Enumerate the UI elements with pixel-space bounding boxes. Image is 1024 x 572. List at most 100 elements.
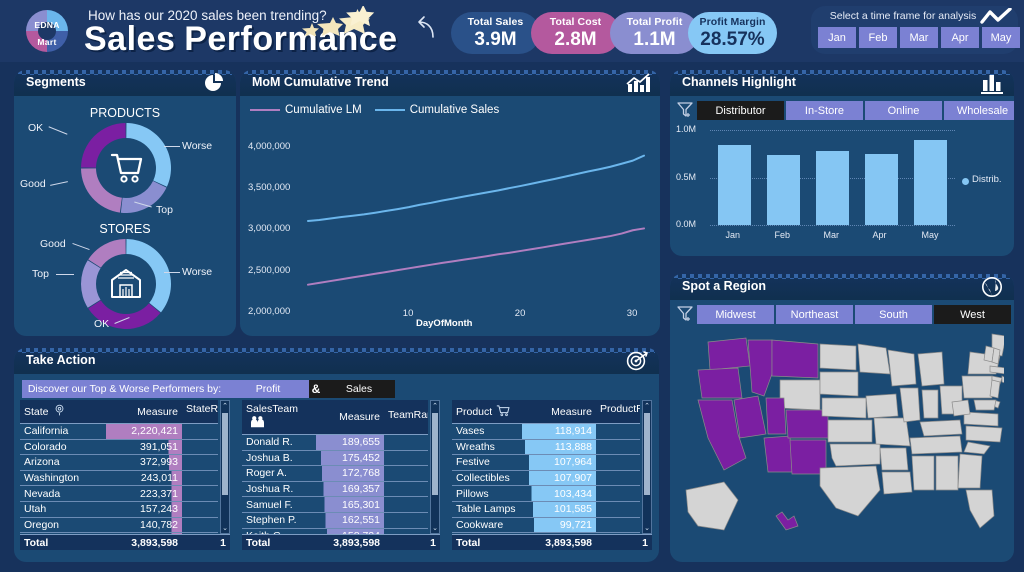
map-state-ia[interactable] (865, 393, 899, 419)
map-state-nv[interactable] (733, 395, 767, 439)
scroll-thumb[interactable] (222, 413, 228, 495)
donut-slice-good[interactable] (88, 239, 126, 268)
table-row[interactable]: Joshua R.169,3574 (242, 481, 428, 498)
column-header-salesteam[interactable]: SalesTeam (242, 400, 316, 435)
channels-bar-plot[interactable]: 0.0M 0.5M 1.0M Jan Feb Mar Apr May (670, 70, 1014, 256)
scroll-down-arrow[interactable]: ⌄ (644, 525, 650, 532)
map-state-mn[interactable] (857, 343, 891, 375)
map-state-nh[interactable] (991, 347, 1001, 365)
trend-line-plot[interactable] (304, 130, 652, 312)
map-state-wy[interactable] (779, 379, 821, 411)
channels-bar-mar[interactable] (815, 150, 850, 225)
map-state-nd[interactable] (819, 343, 857, 371)
map-state-ca[interactable] (697, 399, 747, 471)
table-row[interactable]: Samuel F.165,3015 (242, 496, 428, 513)
map-state-wi[interactable] (887, 349, 917, 387)
map-state-nc[interactable] (965, 425, 1003, 443)
timeframe-button-feb[interactable]: Feb (859, 27, 897, 48)
product-table-scrollbar[interactable]: ⌃ ⌄ (642, 400, 652, 534)
channels-bar-may[interactable] (913, 140, 948, 225)
channel-button-online[interactable]: Online (865, 101, 942, 120)
donut-chart-products[interactable] (78, 120, 174, 216)
map-state-mi[interactable] (917, 351, 945, 387)
sales-button[interactable]: Sales (323, 380, 395, 398)
map-state-fl[interactable] (965, 489, 995, 529)
donut-slice-ok[interactable] (88, 300, 161, 329)
region-filter-icon[interactable] (676, 304, 694, 322)
map-state-wv[interactable] (951, 399, 971, 417)
timeframe-button-may[interactable]: May (982, 27, 1020, 48)
map-state-wa[interactable] (707, 337, 751, 371)
donut-slice-top[interactable] (120, 181, 167, 213)
kpi-total-cost[interactable]: Total Cost 2.8M (531, 12, 620, 54)
map-state-nj[interactable] (989, 379, 1001, 399)
map-state-in[interactable] (921, 389, 939, 419)
map-state-ri[interactable] (1001, 375, 1004, 384)
map-state-tx[interactable] (819, 465, 881, 517)
channel-button-wholesale[interactable]: Wholesale (944, 101, 1014, 120)
channels-bar-jan[interactable] (717, 145, 752, 225)
channels-bar-feb[interactable] (766, 154, 801, 225)
map-state-ne[interactable] (821, 397, 867, 419)
column-header-teamrank[interactable]: TeamRank ▲ (384, 400, 428, 435)
region-button-south[interactable]: South (855, 305, 932, 324)
donut-slice-worse[interactable] (126, 239, 171, 313)
kpi-profit-margin[interactable]: Profit Margin 28.57% (688, 12, 777, 54)
trend-series-cumulative-sales[interactable] (307, 154, 645, 222)
scroll-up-arrow[interactable]: ⌃ (432, 403, 438, 410)
donut-slice-good[interactable] (81, 168, 122, 213)
map-state-al[interactable] (935, 455, 959, 491)
scroll-up-arrow[interactable]: ⌃ (222, 403, 228, 410)
us-map[interactable] (680, 330, 1004, 552)
map-state-ak[interactable] (685, 481, 739, 531)
map-state-ma[interactable] (989, 365, 1004, 375)
donut-chart-stores[interactable] (78, 236, 174, 332)
map-state-ks[interactable] (827, 419, 873, 443)
map-state-la[interactable] (881, 471, 913, 495)
map-state-ms[interactable] (911, 455, 935, 491)
scroll-down-arrow[interactable]: ⌄ (222, 525, 228, 532)
table-row[interactable]: Joshua B.175,4522 (242, 450, 428, 467)
table-row[interactable]: Stephen P.162,5516 (242, 512, 428, 529)
map-state-va[interactable] (963, 411, 999, 427)
scroll-up-arrow[interactable]: ⌃ (644, 403, 650, 410)
map-state-tn[interactable] (909, 435, 963, 455)
table-row[interactable]: New Mexico48,0248 (20, 532, 218, 534)
table-row[interactable]: Keith G.158,7247 (242, 528, 428, 534)
donut-slice-ok[interactable] (81, 123, 126, 168)
kpi-total-profit[interactable]: Total Profit 1.1M (610, 12, 699, 54)
state-table-scrollbar[interactable]: ⌃ ⌄ (220, 400, 230, 534)
map-state-pa[interactable] (961, 375, 993, 399)
map-state-az[interactable] (763, 435, 793, 473)
back-arrow-icon[interactable] (412, 14, 442, 44)
scroll-down-arrow[interactable]: ⌄ (432, 525, 438, 532)
timeframe-button-apr[interactable]: Apr (941, 27, 979, 48)
column-header-measure[interactable]: Measure (522, 400, 596, 424)
map-state-sc[interactable] (963, 441, 991, 455)
channel-button-distributor[interactable]: Distributor (697, 101, 784, 120)
column-header-measure[interactable]: Measure (316, 400, 384, 435)
map-state-il[interactable] (899, 387, 921, 423)
map-state-ok[interactable] (829, 443, 881, 467)
region-button-northeast[interactable]: Northeast (776, 305, 853, 324)
map-state-or[interactable] (697, 367, 743, 399)
map-state-ar[interactable] (879, 447, 909, 471)
filter-icon[interactable] (676, 100, 694, 118)
table-row[interactable]: Roger A.172,7683 (242, 465, 428, 482)
map-state-ut[interactable] (765, 397, 787, 435)
channels-bar-apr[interactable] (864, 153, 899, 225)
column-header-measure[interactable]: Measure (106, 400, 182, 424)
region-button-west[interactable]: West (934, 305, 1011, 324)
salesteam-table-scrollbar[interactable]: ⌃ ⌄ (430, 400, 440, 534)
